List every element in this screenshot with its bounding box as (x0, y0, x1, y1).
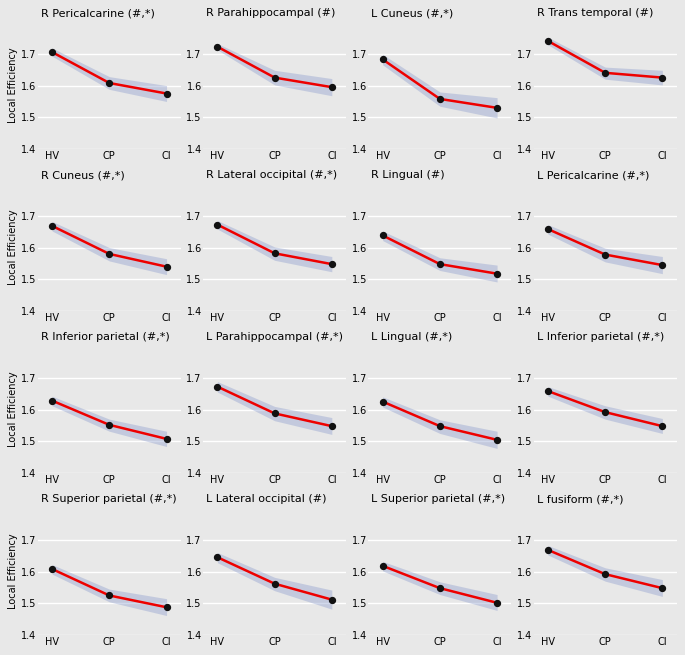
Point (326, 421, 337, 432)
Point (47, 564, 58, 574)
Point (657, 421, 668, 432)
Point (104, 420, 115, 430)
Point (47, 47, 58, 58)
Text: L Superior parietal (#,*): L Superior parietal (#,*) (371, 495, 506, 504)
Point (543, 224, 553, 234)
Point (657, 72, 668, 83)
Text: R Inferior parietal (#,*): R Inferior parietal (#,*) (40, 332, 169, 343)
Point (161, 88, 172, 99)
Point (269, 72, 280, 83)
Point (104, 249, 115, 259)
Point (377, 561, 388, 571)
Point (212, 219, 223, 230)
Text: R Lingual (#): R Lingual (#) (371, 170, 445, 180)
Text: L Pericalcarine (#,*): L Pericalcarine (#,*) (536, 170, 649, 180)
Point (657, 260, 668, 271)
Y-axis label: Local Efficiency: Local Efficiency (8, 210, 18, 286)
Point (212, 552, 223, 563)
Point (377, 54, 388, 65)
Text: R Superior parietal (#,*): R Superior parietal (#,*) (40, 495, 176, 504)
Point (212, 381, 223, 392)
Point (599, 569, 610, 580)
Point (543, 36, 553, 47)
Text: R Cuneus (#,*): R Cuneus (#,*) (40, 170, 125, 180)
Text: R Parahippocampal (#): R Parahippocampal (#) (206, 9, 336, 18)
Point (161, 602, 172, 612)
Point (657, 583, 668, 593)
Point (326, 82, 337, 92)
Text: L Parahippocampal (#,*): L Parahippocampal (#,*) (206, 332, 343, 343)
Point (492, 269, 503, 279)
Point (492, 103, 503, 113)
Point (434, 259, 445, 269)
Point (599, 250, 610, 260)
Text: R Pericalcarine (#,*): R Pericalcarine (#,*) (40, 9, 155, 18)
Point (161, 261, 172, 272)
Point (326, 594, 337, 605)
Point (212, 41, 223, 52)
Text: L fusiform (#,*): L fusiform (#,*) (536, 495, 623, 504)
Point (377, 231, 388, 241)
Point (492, 435, 503, 445)
Point (434, 421, 445, 432)
Y-axis label: Local Efficiency: Local Efficiency (8, 372, 18, 447)
Point (377, 396, 388, 407)
Point (543, 386, 553, 396)
Point (599, 407, 610, 417)
Y-axis label: Local Efficiency: Local Efficiency (8, 534, 18, 609)
Point (434, 583, 445, 593)
Point (47, 396, 58, 406)
Point (434, 94, 445, 104)
Text: L Lateral occipital (#): L Lateral occipital (#) (206, 495, 327, 504)
Point (104, 590, 115, 601)
Point (269, 248, 280, 259)
Text: L Lingual (#,*): L Lingual (#,*) (371, 332, 453, 343)
Point (269, 408, 280, 419)
Point (47, 221, 58, 231)
Point (104, 78, 115, 88)
Point (269, 578, 280, 589)
Point (492, 597, 503, 608)
Point (326, 259, 337, 269)
Text: R Trans temporal (#): R Trans temporal (#) (536, 9, 653, 18)
Text: R Lateral occipital (#,*): R Lateral occipital (#,*) (206, 170, 337, 180)
Point (543, 545, 553, 555)
Point (161, 434, 172, 444)
Text: L Cuneus (#,*): L Cuneus (#,*) (371, 9, 453, 18)
Text: L Inferior parietal (#,*): L Inferior parietal (#,*) (536, 332, 664, 343)
Y-axis label: Local Efficiency: Local Efficiency (8, 48, 18, 123)
Point (599, 67, 610, 78)
